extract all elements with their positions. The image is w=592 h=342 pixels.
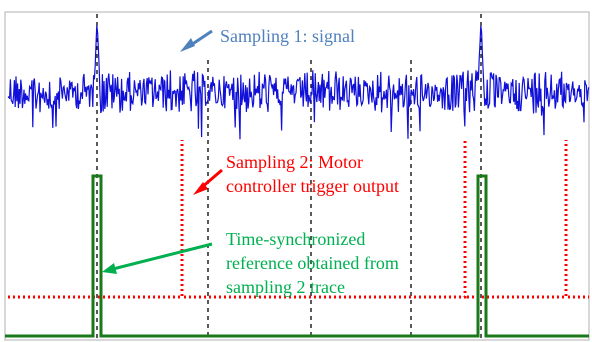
signal-label: Sampling 1: signal: [220, 26, 355, 46]
signal-trace: [7, 25, 590, 140]
trigger-arrow: [193, 168, 223, 195]
reference-arrow: [102, 242, 213, 274]
reference-label-line-2: reference obtained from: [226, 253, 399, 273]
signal-arrow: [180, 29, 213, 52]
trigger-trace: [8, 140, 467, 299]
reference-label-line-1: Time-synchronized: [226, 229, 365, 249]
reference-label-line-3: sampling 2 trace: [226, 277, 345, 297]
trigger-label-line-1: Sampling 2: Motor: [226, 152, 363, 172]
trigger-label-line-2: controller trigger output: [226, 176, 399, 196]
plot-frame: [4, 11, 590, 341]
reference-trace: [5, 174, 589, 338]
trigger-trace: [467, 140, 589, 299]
